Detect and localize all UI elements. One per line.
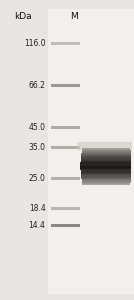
Bar [81,162,131,163]
Text: 35.0: 35.0 [29,142,46,152]
Bar [81,176,131,177]
Bar [81,154,131,155]
Bar [82,183,130,184]
Bar [51,177,80,180]
Bar [82,181,131,182]
Bar [80,167,131,168]
Bar [81,160,131,161]
Text: 25.0: 25.0 [29,174,46,183]
Bar [80,167,131,168]
Bar [81,159,131,160]
Bar [81,153,131,154]
Text: kDa: kDa [14,12,32,21]
Bar [80,164,131,165]
Text: M: M [70,12,78,21]
Bar [81,177,131,178]
Text: 116.0: 116.0 [24,39,46,48]
Bar [81,155,131,156]
Bar [81,172,131,173]
Bar [81,152,131,153]
Bar [81,171,131,172]
Bar [81,161,131,162]
Bar [80,163,131,164]
Bar [81,156,131,157]
Bar [51,126,80,129]
Bar [80,168,131,169]
Bar [81,175,131,176]
Bar [81,158,131,159]
Bar [82,152,131,153]
Bar [82,180,131,181]
Bar [51,84,80,87]
Bar [81,160,131,161]
Bar [82,182,131,183]
Bar [51,146,80,148]
Bar [51,224,80,226]
Bar [81,174,131,175]
Bar [80,168,131,169]
Bar [80,165,131,166]
Bar [82,182,131,183]
Text: 18.4: 18.4 [29,204,46,213]
Bar [81,174,131,175]
Bar [81,175,131,176]
Bar [81,171,131,172]
Bar [81,170,131,171]
Bar [81,157,131,158]
Text: 45.0: 45.0 [29,123,46,132]
FancyBboxPatch shape [77,142,132,150]
Bar [51,42,80,45]
FancyBboxPatch shape [48,9,134,294]
Bar [81,179,131,180]
Bar [81,162,131,163]
Bar [81,169,131,170]
Bar [81,157,131,158]
Bar [81,154,131,155]
Bar [82,183,130,184]
Bar [81,169,131,170]
Bar [82,151,131,152]
Bar [80,166,131,167]
Bar [81,172,131,173]
Bar [81,155,131,156]
Bar [81,178,131,179]
Bar [81,170,131,171]
Bar [51,207,80,210]
Bar [81,173,131,174]
Text: 14.4: 14.4 [29,220,46,230]
Bar [81,156,131,157]
Bar [81,177,131,178]
Bar [80,169,131,170]
Text: 66.2: 66.2 [29,81,46,90]
Bar [82,148,130,149]
Bar [82,150,131,151]
Bar [81,176,131,177]
Bar [81,161,131,162]
Bar [81,173,131,174]
Bar [80,163,131,164]
Bar [81,153,131,154]
Bar [82,149,131,150]
